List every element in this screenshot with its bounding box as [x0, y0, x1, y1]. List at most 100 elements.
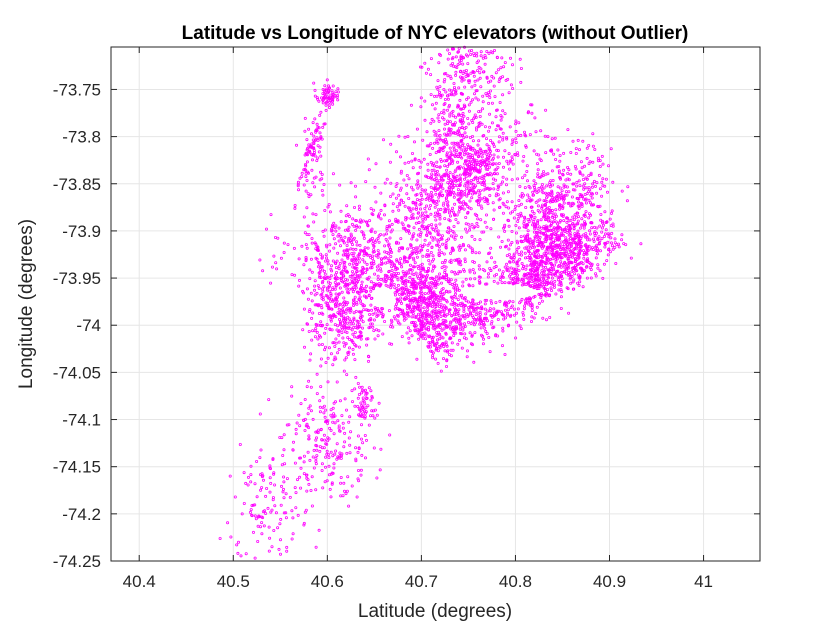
data-point	[273, 483, 277, 487]
data-point	[424, 192, 428, 196]
data-point	[555, 237, 559, 241]
data-point	[413, 261, 417, 265]
data-point	[454, 258, 458, 262]
data-point	[516, 213, 520, 217]
data-point	[339, 220, 343, 224]
data-point	[351, 290, 355, 294]
data-point	[398, 203, 402, 207]
data-point	[489, 227, 493, 231]
data-point	[264, 494, 268, 498]
data-point	[585, 276, 589, 280]
data-point	[605, 259, 609, 263]
data-point	[420, 293, 424, 297]
data-point	[318, 113, 322, 117]
data-point	[465, 355, 469, 359]
data-point	[568, 224, 572, 228]
data-point	[421, 325, 425, 329]
data-point	[258, 258, 262, 262]
data-point	[442, 145, 446, 149]
data-point	[567, 178, 571, 182]
data-point	[294, 143, 298, 147]
data-point	[571, 287, 575, 291]
data-point	[540, 187, 544, 191]
data-point	[485, 75, 489, 79]
data-point	[434, 173, 438, 177]
data-point	[486, 167, 490, 171]
data-point	[556, 191, 560, 195]
data-point	[476, 98, 480, 102]
data-point	[519, 80, 523, 84]
data-point	[538, 175, 542, 179]
data-point	[455, 303, 459, 307]
data-point	[410, 250, 414, 254]
data-point	[417, 227, 421, 231]
data-point	[315, 291, 319, 295]
data-point	[504, 205, 508, 209]
data-point	[335, 380, 339, 384]
data-point	[436, 187, 440, 191]
data-point	[481, 342, 485, 346]
data-point	[305, 232, 309, 236]
data-point	[280, 436, 284, 440]
data-point	[410, 315, 414, 319]
data-point	[323, 348, 327, 352]
data-point	[523, 238, 527, 242]
data-point	[324, 243, 328, 247]
data-point	[348, 319, 352, 323]
data-point	[458, 327, 462, 331]
data-point	[497, 161, 501, 165]
data-point	[415, 301, 419, 305]
data-point	[355, 323, 359, 327]
data-point	[516, 307, 520, 311]
data-point	[469, 53, 473, 57]
data-point	[462, 322, 466, 326]
data-point	[573, 272, 577, 276]
data-point	[387, 269, 391, 273]
data-point	[295, 478, 299, 482]
data-point	[337, 232, 341, 236]
data-point	[452, 294, 456, 298]
data-point	[367, 168, 371, 172]
data-point	[544, 217, 548, 221]
data-point	[626, 185, 630, 189]
data-point	[431, 282, 435, 286]
data-point	[326, 259, 330, 263]
data-point	[397, 134, 401, 138]
data-point	[439, 147, 443, 151]
data-point	[473, 277, 477, 281]
data-point	[375, 413, 379, 417]
data-point	[339, 209, 343, 213]
data-point	[407, 256, 411, 260]
data-point	[332, 432, 336, 436]
data-point	[339, 475, 343, 479]
data-point	[320, 306, 324, 310]
data-point	[484, 197, 488, 201]
data-point	[416, 331, 420, 335]
x-tick-label: 40.4	[123, 572, 156, 591]
data-point	[331, 98, 335, 102]
data-point	[476, 78, 480, 82]
data-point	[357, 335, 361, 339]
data-point	[510, 142, 514, 146]
data-point	[583, 269, 587, 273]
data-point	[437, 248, 441, 252]
data-point	[501, 138, 505, 142]
data-point	[450, 179, 454, 183]
data-point	[417, 281, 421, 285]
data-point	[333, 226, 337, 230]
data-point	[418, 234, 422, 238]
data-point	[507, 206, 511, 210]
data-point	[492, 76, 496, 80]
data-point	[339, 456, 343, 460]
data-point	[434, 312, 438, 316]
data-point	[470, 343, 474, 347]
data-point	[448, 146, 452, 150]
data-point	[412, 283, 416, 287]
data-point	[525, 264, 529, 268]
data-point	[577, 197, 581, 201]
data-point	[314, 545, 318, 549]
data-point	[506, 238, 510, 242]
data-point	[349, 430, 353, 434]
data-point	[327, 306, 331, 310]
data-point	[329, 292, 333, 296]
